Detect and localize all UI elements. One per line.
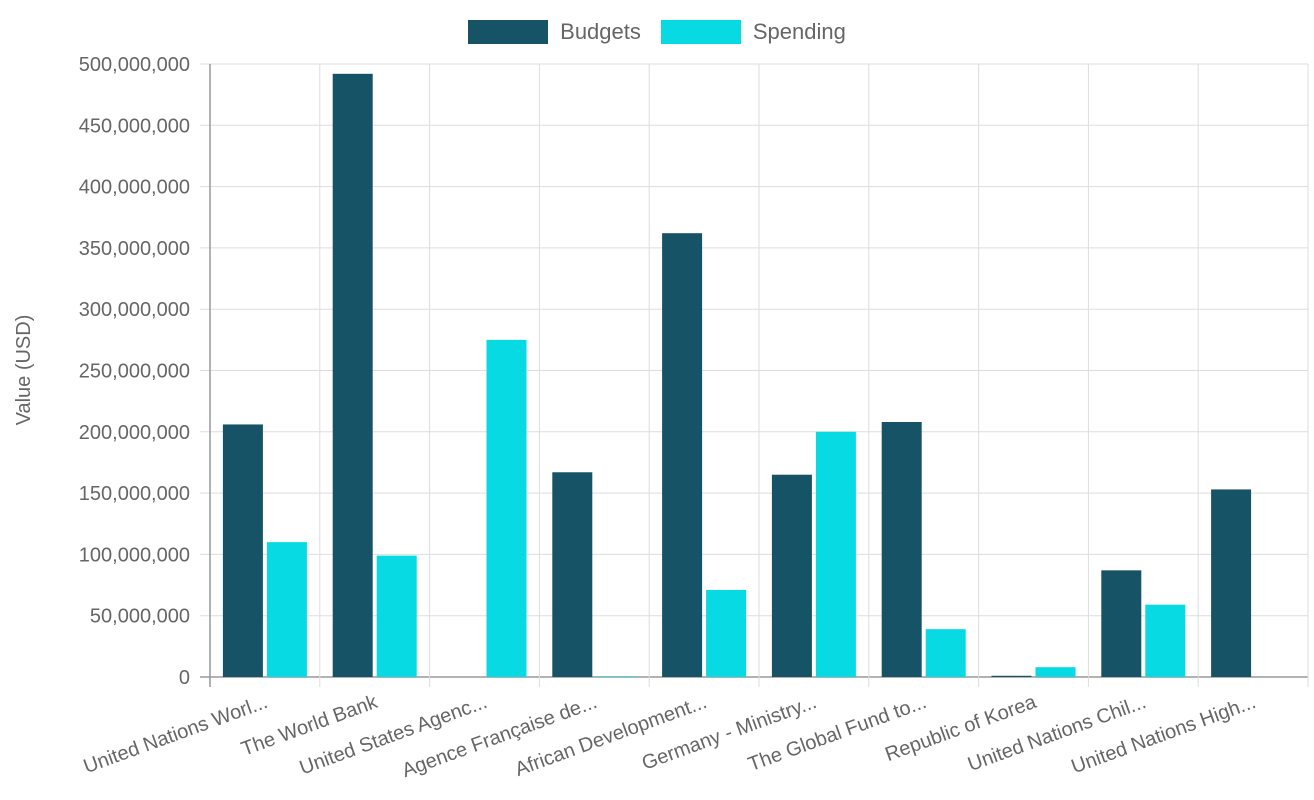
legend-label-budgets: Budgets: [560, 19, 641, 44]
legend-item-budgets[interactable]: Budgets: [468, 19, 641, 45]
bar-budgets-8[interactable]: [1101, 570, 1142, 677]
y-tick-label: 400,000,000: [79, 177, 190, 199]
bar-budgets-4[interactable]: [662, 233, 703, 678]
legend-swatch-spending: [660, 20, 741, 44]
x-tick-label: United Nations Worl...: [81, 691, 271, 778]
legend-label-spending: Spending: [752, 19, 846, 44]
y-tick-label: 100,000,000: [79, 544, 190, 566]
bar-spending-3[interactable]: [596, 676, 637, 677]
legend-item-spending[interactable]: Spending: [660, 19, 846, 45]
bar-budgets-0[interactable]: [222, 424, 263, 677]
x-tick-label: United Nations Chil...: [965, 691, 1149, 776]
bar-budgets-6[interactable]: [881, 421, 922, 677]
bar-spending-0[interactable]: [266, 542, 307, 677]
bar-spending-2[interactable]: [486, 339, 527, 677]
bar-spending-8[interactable]: [1145, 604, 1186, 677]
y-tick-label: 50,000,000: [90, 606, 190, 628]
bar-spending-5[interactable]: [815, 431, 856, 677]
x-tick-label: United Nations High...: [1068, 691, 1258, 778]
y-tick-label: 250,000,000: [79, 361, 190, 383]
x-tick-label: United States Agenc...: [297, 691, 490, 779]
x-tick-label: Agence Française de...: [399, 691, 600, 782]
legend-swatch-budgets: [468, 20, 549, 44]
bar-budgets-7[interactable]: [991, 675, 1032, 677]
bar-spending-1[interactable]: [376, 555, 417, 677]
bar-budgets-3[interactable]: [552, 472, 593, 677]
bar-budgets-5[interactable]: [771, 474, 812, 677]
y-tick-label: 500,000,000: [79, 54, 190, 76]
y-tick-label: 300,000,000: [79, 299, 190, 321]
y-tick-label: 350,000,000: [79, 238, 190, 260]
bar-spending-7[interactable]: [1035, 667, 1076, 677]
x-tick-label: The Global Fund to...: [745, 691, 929, 776]
bar-budgets-1[interactable]: [332, 73, 373, 678]
bar-spending-6[interactable]: [925, 629, 966, 677]
y-axis-title: Value (USD): [13, 315, 35, 426]
y-tick-label: 200,000,000: [79, 422, 190, 444]
bar-spending-4[interactable]: [706, 589, 747, 677]
y-tick-label: 0: [179, 667, 190, 689]
y-tick-label: 150,000,000: [79, 483, 190, 505]
bar-budgets-9[interactable]: [1211, 489, 1252, 677]
x-tick-label: African Development...: [512, 691, 710, 781]
y-axis-ticks: 0 50,000,000 100,000,000 150,000,000 200,000…: [79, 54, 190, 689]
x-axis-ticks: United Nations Worl...The World BankUnit…: [81, 691, 1259, 782]
bars: [222, 73, 1252, 678]
y-tick-label: 450,000,000: [79, 115, 190, 137]
chart-legend: Budgets Spending: [0, 16, 1314, 48]
